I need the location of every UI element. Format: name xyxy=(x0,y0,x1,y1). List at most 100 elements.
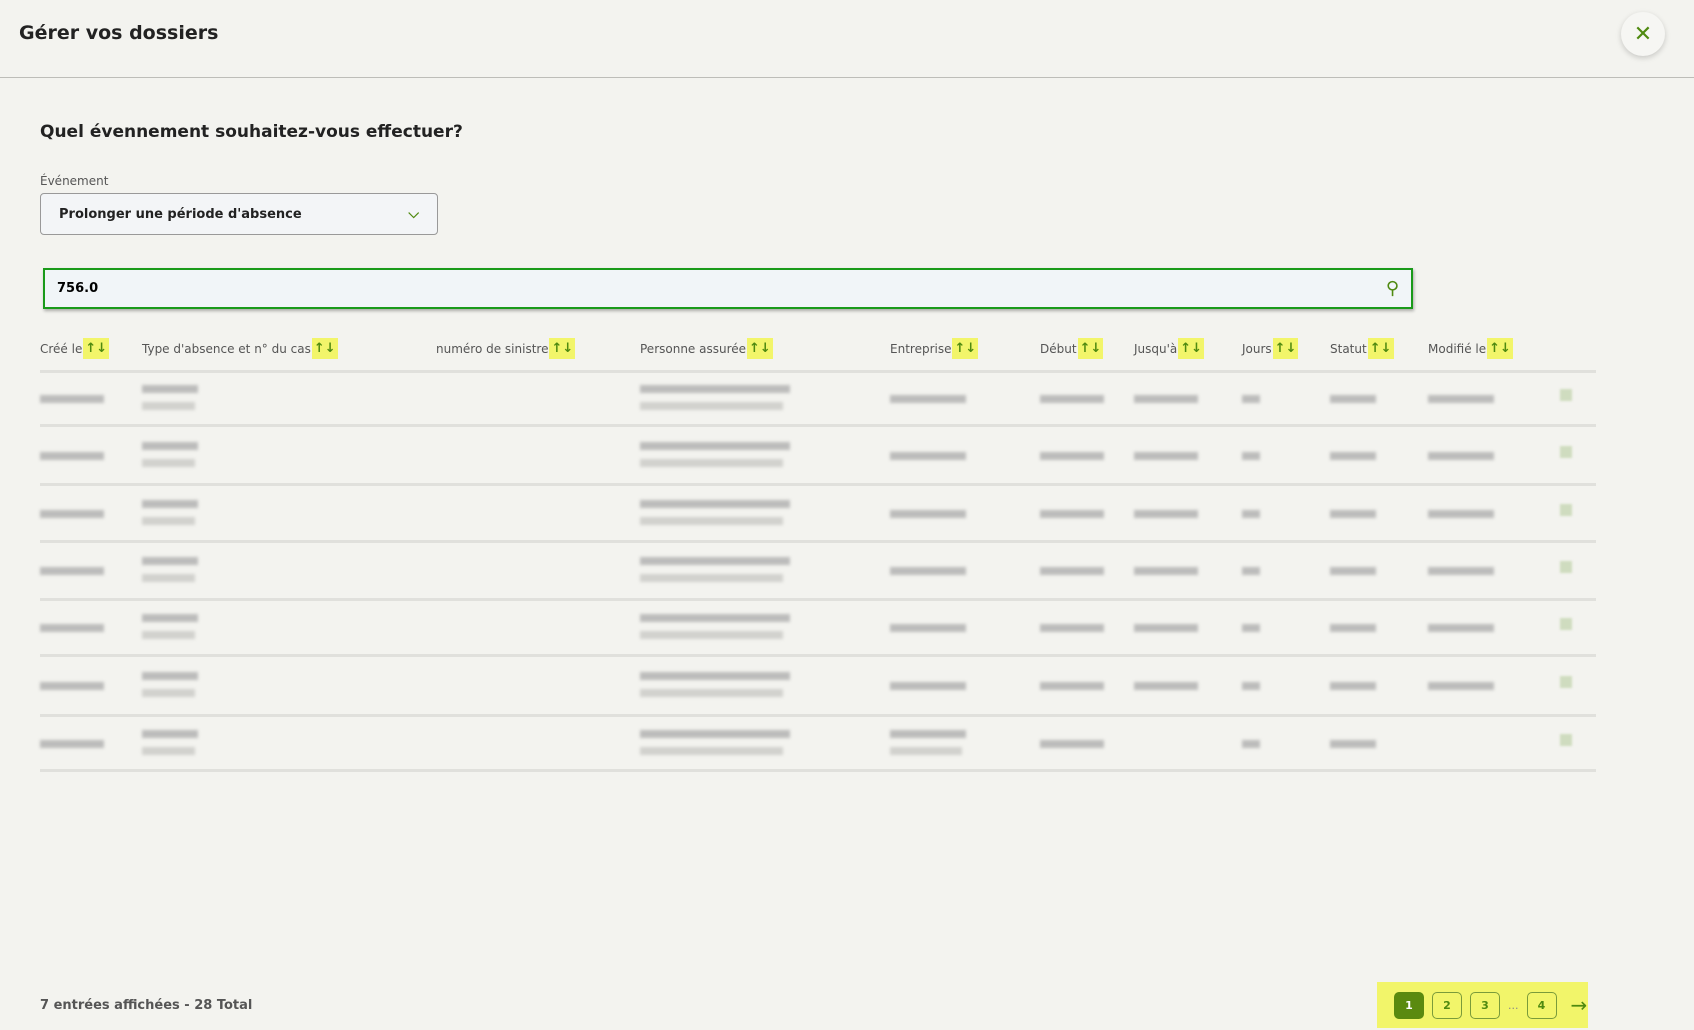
sort-icon[interactable]: ↑↓ xyxy=(1077,338,1104,359)
redacted-cell xyxy=(1330,682,1376,690)
redacted-cell xyxy=(142,402,196,410)
redacted-cell xyxy=(1330,395,1376,403)
row-divider xyxy=(40,424,1596,427)
close-button[interactable]: ✕ xyxy=(1621,12,1665,56)
redacted-cell xyxy=(1242,395,1260,403)
redacted-cell xyxy=(1040,395,1104,403)
redacted-cell xyxy=(640,689,783,697)
sort-icon[interactable]: ↑↓ xyxy=(952,338,979,359)
page-title: Gérer vos dossiers xyxy=(19,22,219,44)
chevron-down-icon: ⌵ xyxy=(408,206,419,222)
redacted-cell xyxy=(640,746,783,755)
redacted-cell xyxy=(1428,451,1494,460)
entries-summary: 7 entrées affichées - 28 Total xyxy=(40,998,253,1013)
sort-icon[interactable]: ↑↓ xyxy=(747,338,773,359)
redacted-cell xyxy=(142,746,196,755)
sort-icon[interactable]: ↑↓ xyxy=(1487,338,1513,359)
redacted-cell xyxy=(640,458,783,467)
redacted-cell xyxy=(142,557,198,565)
column-header[interactable]: Jours ↑↓ xyxy=(1242,338,1299,359)
redacted-cell xyxy=(1242,682,1260,690)
column-header[interactable]: Statut ↑↓ xyxy=(1330,338,1394,359)
redacted-cell xyxy=(640,499,790,508)
redacted-cell xyxy=(1242,567,1260,575)
row-action-icon[interactable] xyxy=(1560,618,1572,630)
redacted-cell xyxy=(1134,682,1198,690)
redacted-cell xyxy=(640,672,790,680)
redacted-cell xyxy=(890,682,966,690)
row-divider xyxy=(40,769,1596,772)
redacted-cell xyxy=(142,499,198,508)
redacted-cell xyxy=(1330,739,1376,748)
search-icon[interactable]: ⚲ xyxy=(1385,278,1399,299)
redacted-cell xyxy=(640,729,790,738)
page-4-button[interactable]: 4 xyxy=(1526,991,1557,1019)
column-header[interactable]: Début ↑↓ xyxy=(1040,338,1104,359)
redacted-cell xyxy=(1242,509,1260,518)
row-divider xyxy=(40,483,1596,486)
event-select-value: Prolonger une période d'absence xyxy=(59,206,302,222)
sort-icon[interactable]: ↑↓ xyxy=(83,338,110,359)
event-select[interactable]: Prolonger une période d'absence ⌵ xyxy=(40,193,438,235)
row-action-icon[interactable] xyxy=(1560,389,1572,401)
column-header[interactable]: numéro de sinistre ↑↓ xyxy=(436,338,576,359)
sort-icon[interactable]: ↑↓ xyxy=(549,338,576,359)
redacted-cell xyxy=(1242,451,1260,460)
search-input[interactable] xyxy=(57,281,1386,296)
column-label: Entreprise xyxy=(890,341,952,356)
redacted-cell xyxy=(1040,451,1104,460)
redacted-cell xyxy=(40,567,104,575)
column-label: numéro de sinistre xyxy=(436,341,549,356)
column-label: Modifié le xyxy=(1428,341,1487,356)
redacted-cell xyxy=(1330,624,1376,632)
row-action-icon[interactable] xyxy=(1560,503,1572,516)
column-header[interactable]: Personne assurée ↑↓ xyxy=(640,338,773,359)
row-action-icon[interactable] xyxy=(1560,676,1572,688)
redacted-cell xyxy=(890,395,966,403)
redacted-cell xyxy=(142,631,196,639)
column-header[interactable]: Entreprise ↑↓ xyxy=(890,338,979,359)
redacted-cell xyxy=(890,624,966,632)
redacted-cell xyxy=(890,567,966,575)
column-label: Créé le xyxy=(40,341,83,356)
sort-icon[interactable]: ↑↓ xyxy=(1367,338,1394,359)
redacted-cell xyxy=(40,624,104,632)
redacted-cell xyxy=(40,509,104,518)
column-header[interactable]: Jusqu'à ↑↓ xyxy=(1134,338,1205,359)
header: Gérer vos dossiers ✕ xyxy=(0,0,1694,78)
row-action-icon[interactable] xyxy=(1560,733,1572,746)
column-header[interactable]: Type d'absence et n° du cas ↑↓ xyxy=(142,338,338,359)
redacted-cell xyxy=(640,557,790,565)
redacted-cell xyxy=(142,689,196,697)
redacted-cell xyxy=(142,729,198,738)
search-field[interactable]: ⚲ xyxy=(43,268,1413,309)
redacted-cell xyxy=(1040,682,1104,690)
redacted-cell xyxy=(1428,509,1494,518)
redacted-cell xyxy=(142,458,196,467)
redacted-cell xyxy=(1134,395,1198,403)
redacted-cell xyxy=(1134,509,1198,518)
redacted-cell xyxy=(1242,624,1260,632)
sort-icon[interactable]: ↑↓ xyxy=(311,338,338,359)
page-2-button[interactable]: 2 xyxy=(1432,991,1462,1019)
row-action-icon[interactable] xyxy=(1560,561,1572,573)
column-header[interactable]: Modifié le ↑↓ xyxy=(1428,338,1513,359)
redacted-cell xyxy=(890,729,966,738)
page-1-button[interactable]: 1 xyxy=(1394,991,1424,1019)
page-3-button[interactable]: 3 xyxy=(1470,991,1500,1019)
sort-icon[interactable]: ↑↓ xyxy=(1272,338,1299,359)
column-label: Jusqu'à xyxy=(1134,341,1178,356)
redacted-cell xyxy=(1040,509,1104,518)
row-action-icon[interactable] xyxy=(1560,445,1572,458)
redacted-cell xyxy=(640,402,783,410)
row-divider xyxy=(40,714,1596,717)
next-page-arrow-icon[interactable]: → xyxy=(1570,993,1588,1017)
redacted-cell xyxy=(1242,739,1260,748)
row-divider xyxy=(40,654,1596,657)
redacted-cell xyxy=(40,739,104,748)
redacted-cell xyxy=(1330,509,1376,518)
redacted-cell xyxy=(40,451,104,460)
sort-icon[interactable]: ↑↓ xyxy=(1178,338,1205,359)
pagination: 1 2 3 ... 4 → xyxy=(1377,982,1588,1028)
column-header[interactable]: Créé le ↑↓ xyxy=(40,338,110,359)
